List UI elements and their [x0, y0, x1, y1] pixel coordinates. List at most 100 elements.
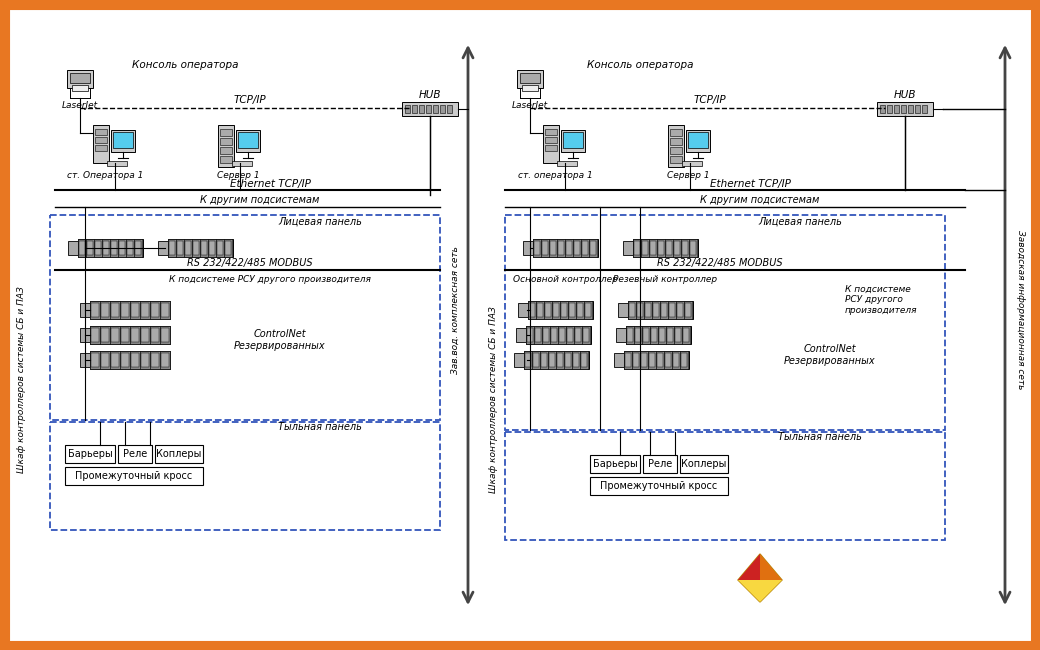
Bar — [110, 326, 120, 344]
Bar — [685, 303, 691, 317]
Bar — [650, 326, 658, 344]
Bar — [666, 326, 674, 344]
Bar — [624, 351, 690, 369]
Bar — [681, 239, 690, 257]
Bar — [185, 241, 191, 255]
Bar — [412, 105, 417, 113]
Bar — [516, 328, 526, 342]
Bar — [540, 351, 548, 369]
Bar — [634, 241, 640, 255]
Text: LaserJet: LaserJet — [62, 101, 98, 109]
Text: Сервер 1: Сервер 1 — [216, 170, 259, 179]
Bar — [118, 239, 126, 257]
Bar — [576, 301, 584, 319]
Bar — [161, 303, 168, 317]
Bar — [161, 328, 168, 342]
Bar — [216, 239, 224, 257]
Bar — [184, 239, 192, 257]
Text: Барьеры: Барьеры — [68, 449, 112, 459]
Text: К другим подсистемам: К другим подсистемам — [201, 195, 319, 205]
Bar — [100, 326, 110, 344]
Bar — [141, 303, 149, 317]
Bar — [632, 351, 640, 369]
Bar — [657, 239, 665, 257]
Bar — [628, 301, 693, 319]
Polygon shape — [738, 580, 782, 602]
Bar — [674, 326, 682, 344]
Bar — [636, 301, 644, 319]
Text: Консоль оператора: Консоль оператора — [132, 60, 238, 70]
Bar — [168, 239, 233, 257]
Bar — [90, 326, 100, 344]
Bar — [90, 301, 170, 319]
Bar — [86, 239, 94, 257]
Bar — [668, 125, 684, 167]
Bar — [633, 239, 641, 257]
Bar — [121, 328, 129, 342]
Bar — [150, 326, 160, 344]
Bar — [121, 353, 129, 367]
Bar — [642, 326, 650, 344]
Bar — [79, 241, 85, 255]
Bar — [72, 85, 88, 91]
Bar — [557, 239, 565, 257]
Bar — [623, 241, 633, 255]
Bar — [110, 301, 120, 319]
Bar — [556, 351, 564, 369]
Bar — [566, 241, 572, 255]
Bar — [80, 328, 90, 342]
Bar — [130, 351, 140, 369]
Bar — [561, 303, 567, 317]
Bar — [220, 156, 232, 163]
Bar — [92, 328, 99, 342]
Bar — [131, 328, 139, 342]
Bar — [543, 125, 560, 163]
Bar — [643, 328, 649, 342]
Bar — [550, 326, 558, 344]
Bar — [78, 239, 144, 257]
Bar — [200, 239, 208, 257]
Bar — [661, 303, 667, 317]
Bar — [548, 351, 556, 369]
Bar — [590, 455, 640, 473]
Bar — [642, 241, 648, 255]
Bar — [618, 303, 628, 317]
Text: HUB: HUB — [893, 90, 916, 100]
Bar — [627, 328, 633, 342]
Bar — [549, 239, 557, 257]
Bar — [121, 303, 129, 317]
Bar — [528, 301, 536, 319]
Text: Заводская информационная сеть: Заводская информационная сеть — [1015, 230, 1024, 390]
Bar — [518, 303, 528, 317]
Text: Резевный контроллер: Резевный контроллер — [613, 276, 717, 285]
Bar — [100, 301, 110, 319]
Bar — [526, 326, 534, 344]
Bar — [526, 326, 591, 344]
Bar — [541, 239, 549, 257]
Bar — [560, 328, 565, 342]
Bar — [572, 351, 580, 369]
Bar — [217, 241, 223, 255]
Bar — [682, 241, 688, 255]
Bar — [534, 241, 540, 255]
Bar — [558, 241, 564, 255]
Text: ст. оператора 1: ст. оператора 1 — [518, 170, 593, 179]
Bar — [119, 241, 125, 255]
Bar — [577, 303, 583, 317]
Bar — [640, 351, 648, 369]
Bar — [680, 351, 688, 369]
Bar — [111, 241, 116, 255]
Bar — [447, 105, 452, 113]
Bar — [405, 105, 410, 113]
Bar — [583, 328, 589, 342]
Bar — [887, 105, 892, 113]
Bar — [158, 241, 168, 255]
Bar — [573, 239, 581, 257]
Bar — [560, 301, 568, 319]
Bar — [633, 353, 639, 367]
Bar — [120, 351, 130, 369]
Bar — [645, 303, 651, 317]
Bar — [688, 132, 708, 148]
Bar — [524, 351, 589, 369]
Bar — [130, 301, 140, 319]
